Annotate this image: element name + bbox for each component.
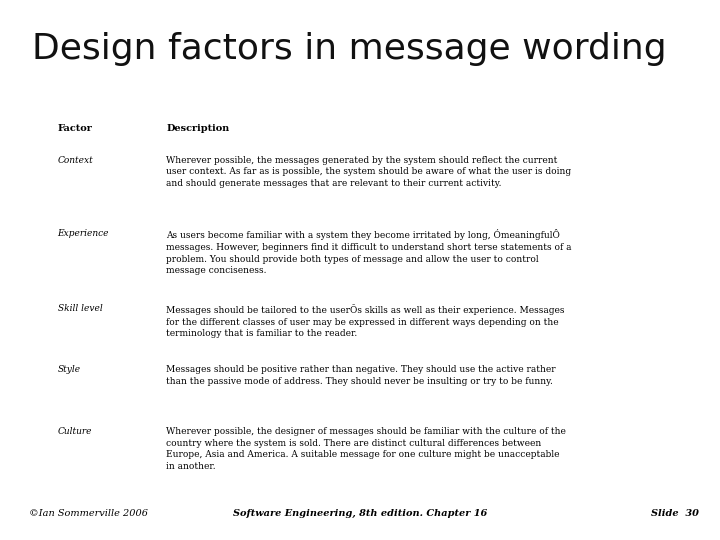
- Text: Slide  30: Slide 30: [651, 509, 698, 518]
- Text: Context: Context: [58, 156, 94, 165]
- Text: Culture: Culture: [58, 427, 92, 436]
- Text: Wherever possible, the designer of messages should be familiar with the culture : Wherever possible, the designer of messa…: [166, 427, 566, 471]
- Text: Wherever possible, the messages generated by the system should reflect the curre: Wherever possible, the messages generate…: [166, 156, 572, 188]
- Text: Description: Description: [166, 124, 230, 133]
- Text: ©Ian Sommerville 2006: ©Ian Sommerville 2006: [29, 509, 148, 518]
- Text: Messages should be positive rather than negative. They should use the active rat: Messages should be positive rather than …: [166, 366, 556, 386]
- Text: Skill level: Skill level: [58, 304, 102, 313]
- Text: Factor: Factor: [58, 124, 92, 133]
- Text: Messages should be tailored to the userÕs skills as well as their experience. Me: Messages should be tailored to the userÕ…: [166, 304, 564, 339]
- Text: Design factors in message wording: Design factors in message wording: [32, 31, 667, 65]
- Text: Style: Style: [58, 366, 81, 374]
- Text: Software Engineering, 8th edition. Chapter 16: Software Engineering, 8th edition. Chapt…: [233, 509, 487, 518]
- Text: As users become familiar with a system they become irritated by long, Ómeaningfu: As users become familiar with a system t…: [166, 229, 572, 275]
- Text: Experience: Experience: [58, 229, 109, 238]
